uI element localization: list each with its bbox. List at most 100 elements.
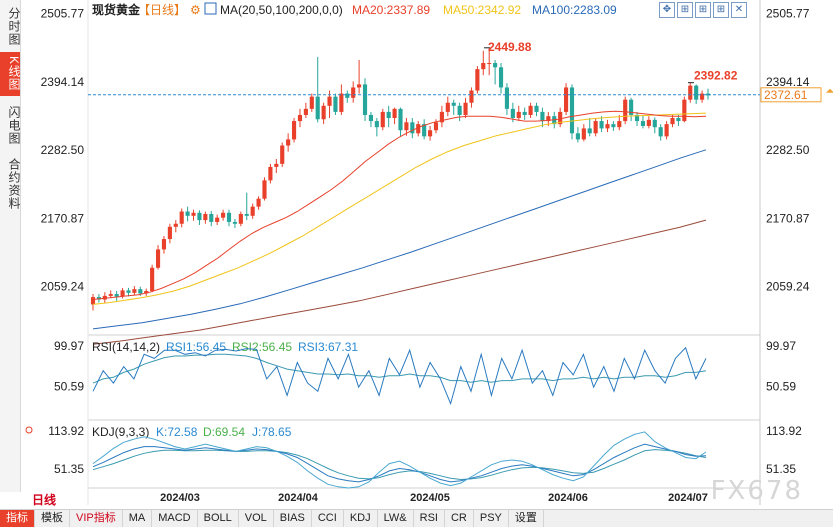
candle-body <box>575 133 580 140</box>
tab-vip-indicator[interactable]: VIP指标 <box>70 510 123 527</box>
candle-body <box>150 267 155 291</box>
tab-settings[interactable]: 设置 <box>509 510 544 527</box>
candle-body <box>469 90 474 103</box>
y-tick-label-left: 2282.50 <box>41 143 85 157</box>
candle-body <box>351 87 356 98</box>
layout-icon[interactable]: ⊞ <box>713 2 729 18</box>
candle-body <box>463 102 468 115</box>
rsi-slow-line <box>92 353 707 384</box>
candle-body <box>144 290 149 294</box>
candle-body <box>167 226 172 240</box>
candle-body <box>268 166 273 181</box>
zoom-in-icon[interactable]: ⊞ <box>677 2 693 18</box>
candle-body <box>374 121 379 128</box>
kdj-k-line <box>92 443 707 483</box>
watermark-logo: FX678 <box>710 476 803 506</box>
rsi2-legend: RSI2:56.45 <box>232 340 292 354</box>
tab-indicator[interactable]: 指标 <box>0 510 35 527</box>
kdj-tick-right: 113.92 <box>766 424 802 438</box>
y-tick-label-right: 2282.50 <box>766 143 810 157</box>
candle-body <box>286 139 291 146</box>
chart-period: 【日线】 <box>138 3 186 17</box>
candle-body <box>569 87 575 134</box>
tab-boll[interactable]: BOLL <box>198 510 239 527</box>
rsi1-legend: RSI1:56.45 <box>166 340 226 354</box>
candle-body <box>611 124 616 128</box>
x-tick-label: 2024/03 <box>160 492 200 504</box>
candle-body <box>528 105 533 115</box>
candle-body <box>209 213 214 222</box>
candle-body <box>558 111 563 125</box>
candle-body <box>682 99 687 122</box>
tab-ma[interactable]: MA <box>123 510 153 527</box>
y-tick-label-right: 2059.24 <box>766 280 810 294</box>
candle-body <box>203 213 208 221</box>
crosshair-icon[interactable]: ✥ <box>659 2 675 18</box>
tab-psy[interactable]: PSY <box>474 510 509 527</box>
period-label: 日线 <box>32 493 57 507</box>
candle-body <box>433 122 439 131</box>
tab-kline-chart[interactable]: K线图 <box>0 52 21 96</box>
candle-body <box>309 96 314 109</box>
candle-body <box>605 124 610 129</box>
y-tick-label-left: 2170.87 <box>41 211 85 225</box>
candle-body <box>416 124 421 134</box>
side-tab-bar: 分时图 K线图 闪电图 合约资料 <box>0 0 21 492</box>
candle-body <box>658 127 663 137</box>
candle-body <box>481 63 486 70</box>
rsi-label: RSI(14,14,2) <box>92 340 160 354</box>
candle-body <box>398 108 403 131</box>
tab-template[interactable]: 模板 <box>35 510 70 527</box>
x-tick-label: 2024/07 <box>668 492 708 504</box>
candle-body <box>700 93 705 100</box>
y-tick-label-left: 2505.77 <box>41 7 85 21</box>
candle-body <box>327 96 332 106</box>
candle-body <box>126 290 131 293</box>
candle-body <box>132 289 137 293</box>
y-tick-label-right: 2170.87 <box>766 211 810 225</box>
candle-body <box>587 128 592 134</box>
rsi-tick-right: 99.97 <box>766 339 796 353</box>
rsi3-legend: RSI3:67.31 <box>298 340 358 354</box>
candle-body <box>102 295 107 300</box>
tab-minute-chart[interactable]: 分时图 <box>7 6 21 46</box>
price-up-arrow-icon <box>826 88 833 93</box>
candle-body <box>593 121 598 134</box>
close-icon[interactable]: ✕ <box>731 2 747 18</box>
candle-body <box>629 99 634 115</box>
tab-cci[interactable]: CCI <box>312 510 344 527</box>
candle-body <box>540 111 545 122</box>
tab-kdj[interactable]: KDJ <box>344 510 378 527</box>
tab-bias[interactable]: BIAS <box>274 510 312 527</box>
tab-macd[interactable]: MACD <box>152 510 198 527</box>
candle-body <box>232 221 237 224</box>
tab-flash-chart[interactable]: 闪电图 <box>7 105 21 145</box>
candle-body <box>487 63 492 65</box>
candle-body <box>297 114 303 122</box>
tab-rsi[interactable]: RSI <box>414 510 445 527</box>
kdj-tick-right: 51.35 <box>766 462 796 476</box>
x-tick-label: 2024/05 <box>410 492 450 504</box>
ma100-line <box>92 149 707 330</box>
candle-body <box>345 93 350 98</box>
candle-body <box>244 213 249 216</box>
candle-body <box>114 294 119 297</box>
tab-lwr[interactable]: LW& <box>378 510 414 527</box>
candle-body <box>380 111 385 128</box>
zoom-out-icon[interactable]: ⊞ <box>695 2 711 18</box>
rsi-tick-left: 99.97 <box>54 339 84 353</box>
candle-body <box>623 99 628 122</box>
tab-vol[interactable]: VOL <box>239 510 274 527</box>
candle-body <box>315 96 320 120</box>
indicator-icon <box>204 2 217 15</box>
kdj-settings-icon <box>25 426 33 434</box>
candle-body <box>339 93 344 112</box>
tab-cr[interactable]: CR <box>445 510 474 527</box>
candle-body <box>250 206 255 216</box>
tab-contract-info[interactable]: 合约资料 <box>7 158 21 210</box>
period-selector[interactable]: 日线 <box>20 492 90 509</box>
candle-body <box>215 217 220 222</box>
candle-body <box>303 108 308 115</box>
candle-body <box>280 145 285 164</box>
